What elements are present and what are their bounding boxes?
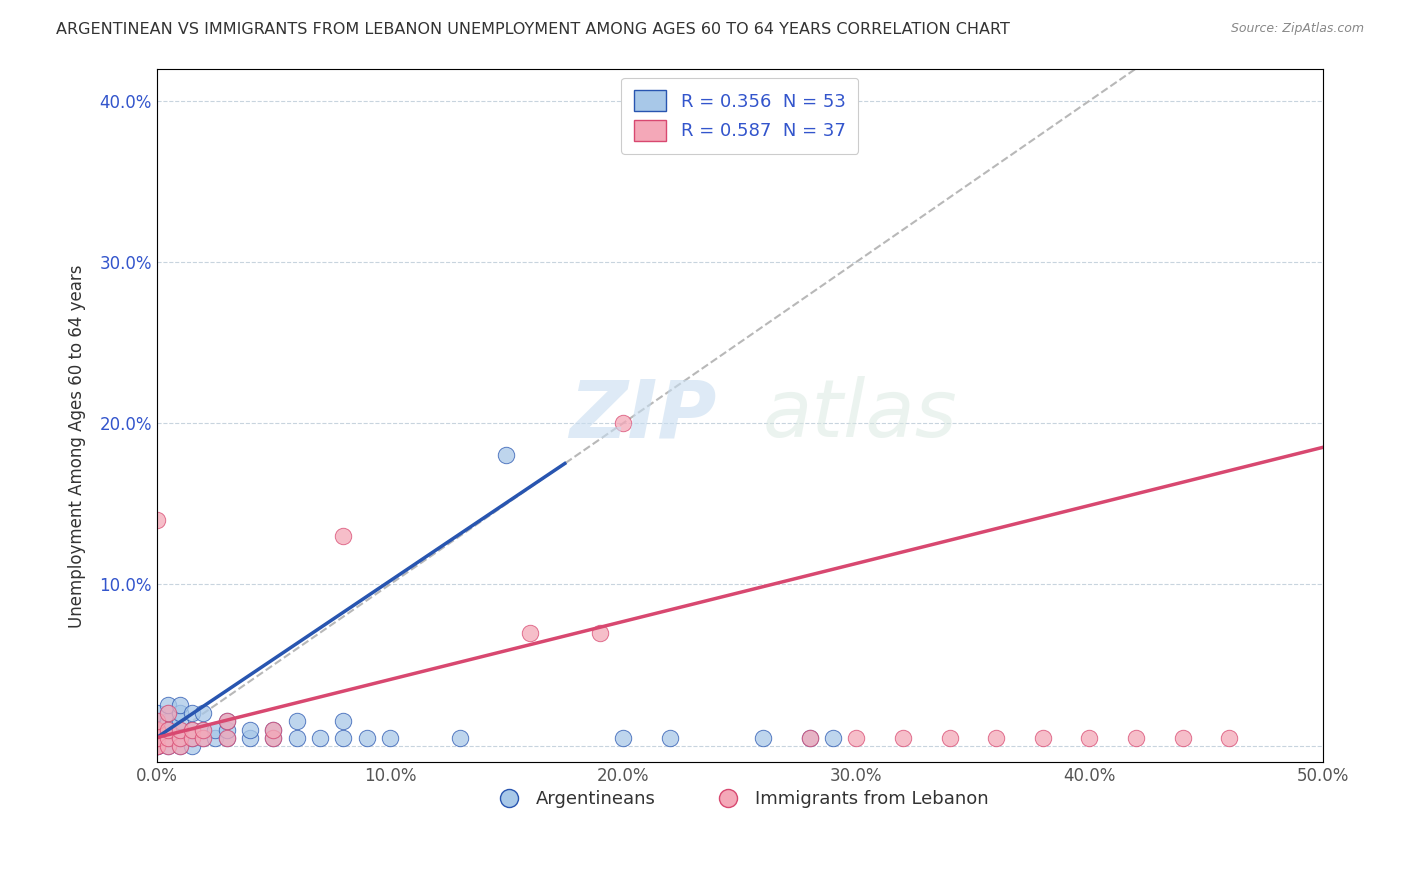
Point bbox=[799, 731, 821, 745]
Point bbox=[262, 731, 284, 745]
Point bbox=[145, 731, 167, 745]
Point bbox=[204, 731, 226, 745]
Text: ARGENTINEAN VS IMMIGRANTS FROM LEBANON UNEMPLOYMENT AMONG AGES 60 TO 64 YEARS CO: ARGENTINEAN VS IMMIGRANTS FROM LEBANON U… bbox=[56, 22, 1010, 37]
Point bbox=[157, 739, 180, 753]
Point bbox=[239, 723, 262, 737]
Point bbox=[215, 714, 238, 729]
Point bbox=[169, 706, 191, 721]
Point bbox=[612, 731, 634, 745]
Point bbox=[145, 739, 167, 753]
Point bbox=[145, 723, 167, 737]
Point bbox=[180, 731, 202, 745]
Point bbox=[169, 731, 191, 745]
Point bbox=[145, 731, 167, 745]
Point bbox=[891, 731, 914, 745]
Point bbox=[332, 714, 354, 729]
Point bbox=[157, 731, 180, 745]
Point bbox=[145, 739, 167, 753]
Point bbox=[495, 449, 517, 463]
Point bbox=[986, 731, 1008, 745]
Point bbox=[215, 731, 238, 745]
Point bbox=[378, 731, 401, 745]
Point bbox=[157, 714, 180, 729]
Point bbox=[180, 739, 202, 753]
Point bbox=[169, 731, 191, 745]
Legend: Argentineans, Immigrants from Lebanon: Argentineans, Immigrants from Lebanon bbox=[484, 782, 995, 815]
Point bbox=[1218, 731, 1240, 745]
Point bbox=[821, 731, 844, 745]
Point bbox=[204, 723, 226, 737]
Point bbox=[332, 529, 354, 543]
Point bbox=[145, 723, 167, 737]
Point bbox=[157, 723, 180, 737]
Point bbox=[449, 731, 471, 745]
Point bbox=[157, 731, 180, 745]
Point bbox=[145, 739, 167, 753]
Point bbox=[157, 706, 180, 721]
Point bbox=[309, 731, 332, 745]
Point bbox=[799, 731, 821, 745]
Point bbox=[215, 723, 238, 737]
Text: Source: ZipAtlas.com: Source: ZipAtlas.com bbox=[1230, 22, 1364, 36]
Point bbox=[752, 731, 775, 745]
Point bbox=[145, 513, 167, 527]
Point bbox=[1078, 731, 1101, 745]
Text: Unemployment Among Ages 60 to 64 years: Unemployment Among Ages 60 to 64 years bbox=[69, 264, 86, 628]
Point bbox=[145, 723, 167, 737]
Point bbox=[180, 723, 202, 737]
Point bbox=[215, 714, 238, 729]
Point bbox=[169, 723, 191, 737]
Point bbox=[145, 731, 167, 745]
Point bbox=[938, 731, 960, 745]
Point bbox=[262, 731, 284, 745]
Point bbox=[356, 731, 378, 745]
Point bbox=[145, 714, 167, 729]
Point bbox=[157, 698, 180, 713]
Point bbox=[145, 706, 167, 721]
Point bbox=[145, 739, 167, 753]
Point bbox=[180, 723, 202, 737]
Point bbox=[215, 731, 238, 745]
Text: ZIP: ZIP bbox=[569, 376, 717, 454]
Point bbox=[193, 731, 215, 745]
Point bbox=[239, 731, 262, 745]
Point bbox=[145, 714, 167, 729]
Point bbox=[589, 625, 612, 640]
Point bbox=[658, 731, 681, 745]
Point bbox=[262, 723, 284, 737]
Point bbox=[262, 723, 284, 737]
Point bbox=[612, 416, 634, 430]
Point bbox=[193, 723, 215, 737]
Text: atlas: atlas bbox=[763, 376, 957, 454]
Point bbox=[1032, 731, 1054, 745]
Point bbox=[332, 731, 354, 745]
Point bbox=[169, 739, 191, 753]
Point bbox=[157, 723, 180, 737]
Point bbox=[1125, 731, 1147, 745]
Point bbox=[169, 698, 191, 713]
Point bbox=[145, 723, 167, 737]
Point bbox=[193, 723, 215, 737]
Point bbox=[157, 739, 180, 753]
Point bbox=[169, 723, 191, 737]
Point bbox=[169, 739, 191, 753]
Point bbox=[285, 731, 308, 745]
Point bbox=[169, 714, 191, 729]
Point bbox=[145, 731, 167, 745]
Point bbox=[285, 714, 308, 729]
Point bbox=[193, 706, 215, 721]
Point bbox=[145, 723, 167, 737]
Point bbox=[1171, 731, 1194, 745]
Point bbox=[180, 706, 202, 721]
Point bbox=[157, 706, 180, 721]
Point bbox=[180, 731, 202, 745]
Point bbox=[145, 739, 167, 753]
Point bbox=[519, 625, 541, 640]
Point bbox=[845, 731, 868, 745]
Point bbox=[193, 731, 215, 745]
Point bbox=[157, 723, 180, 737]
